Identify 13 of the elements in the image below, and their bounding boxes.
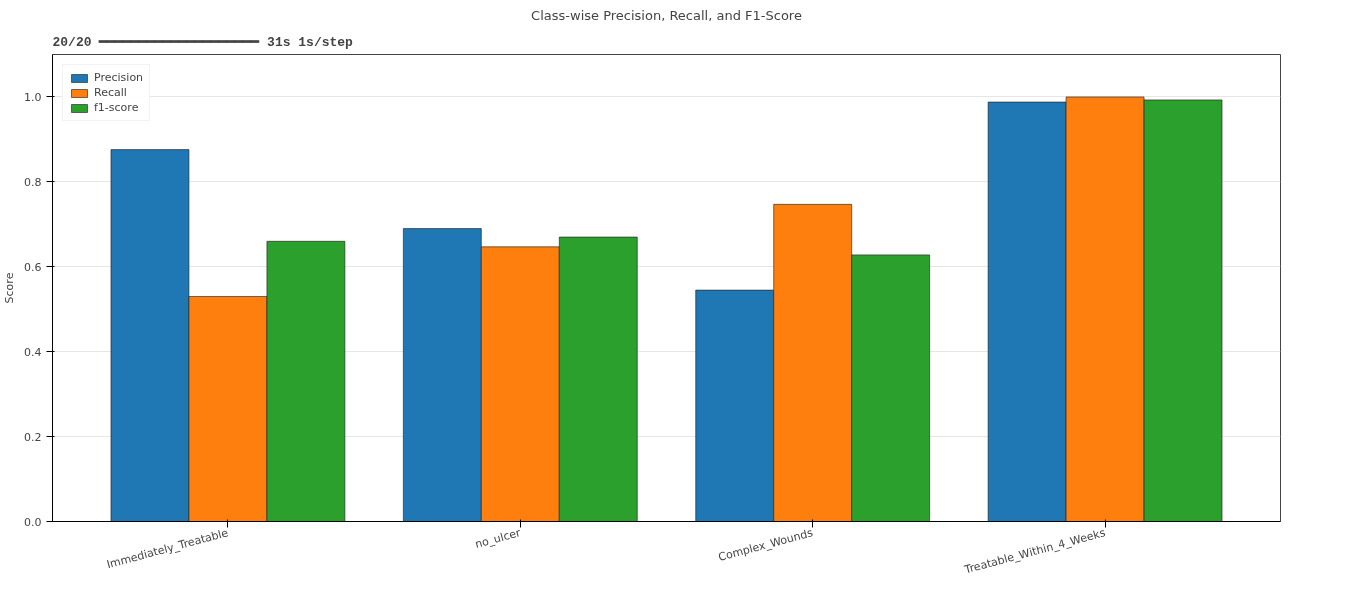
y-tick-label: 0.8 [24, 175, 42, 189]
y-tick-label: 0.0 [24, 515, 42, 529]
legend-label: f1-score [94, 101, 139, 114]
y-tick-label: 0.6 [24, 260, 42, 274]
y-tick-label: 0.4 [24, 345, 42, 359]
y-axis-title: Score [3, 272, 17, 304]
legend-label: Recall [94, 86, 127, 99]
y-tick-label: 0.2 [24, 430, 42, 444]
x-tick-label: no_ulcer [473, 526, 523, 551]
legend-label: Precision [94, 71, 144, 84]
chart-title: Class-wise Precision, Recall, and F1-Score [531, 7, 802, 23]
text: 20/20 ━━━━━━━━━━━━━━━━━━━━ 31s 1s/step [52, 34, 354, 50]
y-tick-label: 1.0 [24, 90, 42, 104]
